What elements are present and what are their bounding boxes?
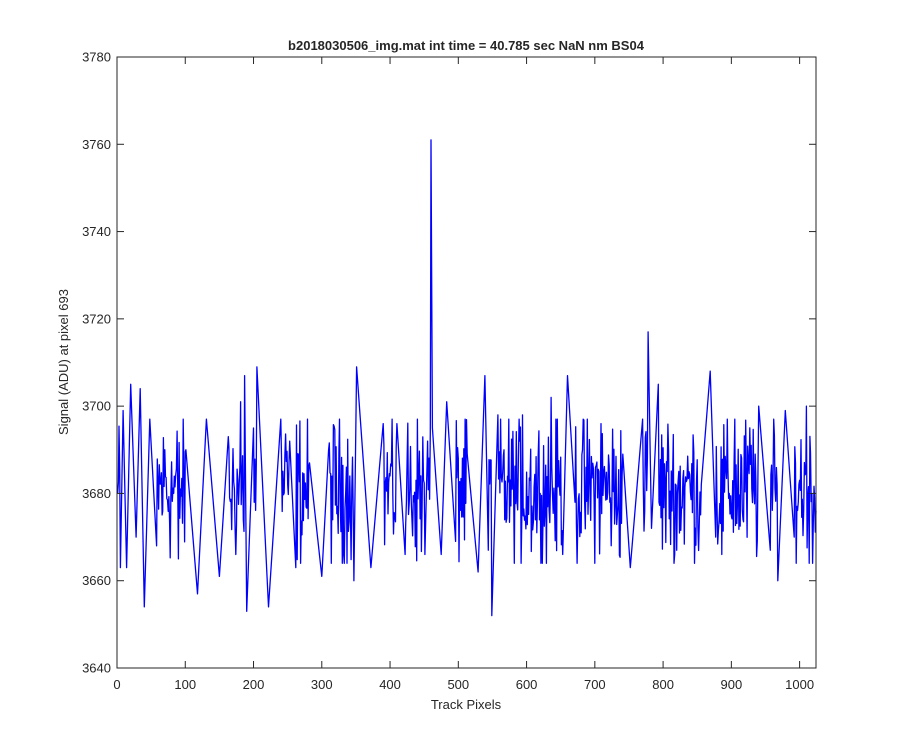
- series-line: [117, 139, 817, 617]
- y-axis-label: Signal (ADU) at pixel 693: [56, 289, 71, 435]
- x-tick-label: 200: [243, 677, 265, 692]
- y-tick-label: 3760: [82, 137, 111, 152]
- y-tick-label: 3660: [82, 573, 111, 588]
- y-tick-label: 3740: [82, 224, 111, 239]
- y-tick-label: 3720: [82, 311, 111, 326]
- axes-box: [116, 56, 817, 669]
- y-tick-label: 3640: [82, 661, 111, 676]
- x-tick-label: 900: [721, 677, 743, 692]
- plot-area: [117, 57, 816, 668]
- x-tick-label: 600: [516, 677, 538, 692]
- chart-title: b2018030506_img.mat int time = 40.785 se…: [288, 38, 645, 53]
- x-tick-label: 300: [311, 677, 333, 692]
- x-tick-label: 500: [447, 677, 469, 692]
- x-tick-label: 700: [584, 677, 606, 692]
- x-tick-label: 800: [652, 677, 674, 692]
- x-tick-label: 100: [174, 677, 196, 692]
- y-tick-label: 3700: [82, 399, 111, 414]
- y-tick-label: 3780: [82, 50, 111, 65]
- x-tick-label: 400: [379, 677, 401, 692]
- x-tick-label: 1000: [785, 677, 814, 692]
- y-tick-label: 3680: [82, 486, 111, 501]
- x-axis-label: Track Pixels: [431, 697, 502, 712]
- x-tick-label: 0: [113, 677, 120, 692]
